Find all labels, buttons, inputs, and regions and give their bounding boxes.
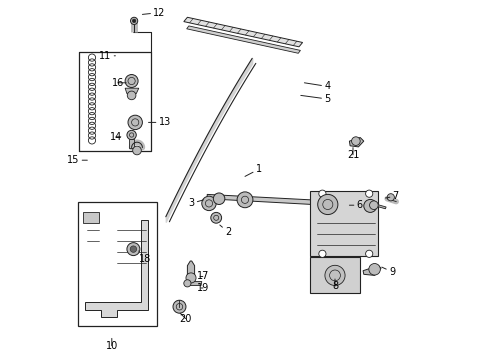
Circle shape [369, 201, 378, 210]
Text: 18: 18 [139, 251, 151, 264]
Polygon shape [310, 257, 360, 293]
Text: 1: 1 [245, 164, 262, 176]
Text: 3: 3 [189, 198, 204, 208]
Text: 10: 10 [106, 338, 118, 351]
Text: 17: 17 [196, 271, 209, 282]
Circle shape [127, 243, 140, 256]
Circle shape [186, 273, 196, 283]
Text: 15: 15 [67, 155, 87, 165]
Text: 9: 9 [382, 267, 395, 277]
Text: 12: 12 [143, 8, 166, 18]
Text: 6: 6 [349, 200, 363, 210]
Text: 16: 16 [112, 78, 126, 88]
Polygon shape [363, 266, 381, 275]
Polygon shape [187, 26, 300, 53]
Circle shape [132, 19, 136, 23]
Text: 21: 21 [347, 148, 359, 160]
Circle shape [325, 265, 345, 285]
Circle shape [211, 212, 221, 223]
Circle shape [366, 250, 373, 257]
Circle shape [173, 300, 186, 313]
Circle shape [130, 17, 138, 24]
Text: 7: 7 [386, 191, 399, 201]
Circle shape [319, 190, 326, 197]
Polygon shape [184, 17, 303, 47]
Text: 4: 4 [304, 81, 330, 91]
Circle shape [127, 91, 136, 100]
Text: 19: 19 [197, 283, 209, 293]
Circle shape [130, 246, 137, 252]
Circle shape [127, 130, 136, 140]
Circle shape [125, 75, 138, 87]
Polygon shape [85, 220, 148, 317]
Polygon shape [83, 212, 99, 223]
Circle shape [319, 250, 326, 257]
Polygon shape [77, 202, 157, 326]
Polygon shape [187, 261, 195, 277]
Circle shape [387, 194, 394, 201]
Polygon shape [129, 139, 134, 148]
Circle shape [364, 199, 377, 212]
Polygon shape [187, 282, 202, 285]
Circle shape [366, 190, 373, 197]
Text: 20: 20 [179, 313, 192, 324]
Text: 2: 2 [220, 225, 231, 237]
Polygon shape [310, 191, 378, 256]
Circle shape [369, 264, 380, 275]
Circle shape [237, 192, 253, 208]
Text: 5: 5 [301, 94, 330, 104]
Circle shape [133, 146, 141, 155]
Text: 13: 13 [148, 117, 171, 127]
Text: 11: 11 [99, 51, 116, 61]
Polygon shape [207, 194, 378, 208]
Circle shape [202, 196, 216, 211]
Circle shape [351, 137, 360, 145]
Text: 14: 14 [110, 132, 122, 142]
Circle shape [184, 280, 191, 287]
Circle shape [128, 115, 143, 130]
Circle shape [318, 194, 338, 215]
Circle shape [213, 193, 225, 204]
Text: 8: 8 [332, 279, 338, 291]
Polygon shape [349, 138, 364, 147]
Polygon shape [375, 204, 386, 209]
Polygon shape [125, 88, 139, 94]
